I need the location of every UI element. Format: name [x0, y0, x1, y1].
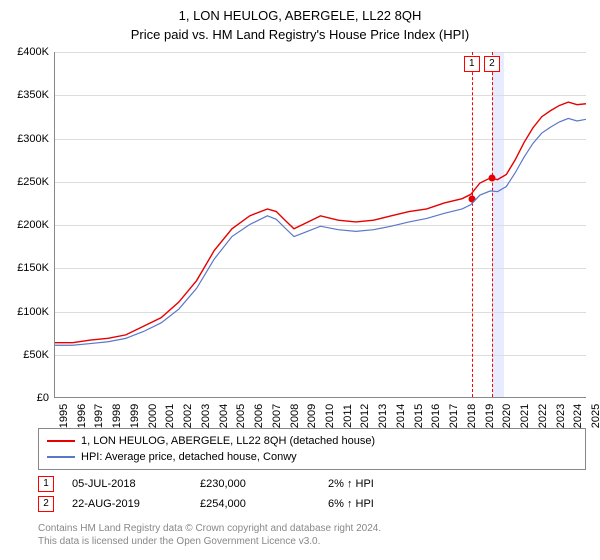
series-line-hpi [55, 118, 586, 345]
y-tick-label: £150K [17, 262, 55, 274]
x-tick-label: 2001 [161, 404, 176, 428]
footer: Contains HM Land Registry data © Crown c… [38, 522, 586, 548]
x-tick-label: 2012 [356, 404, 371, 428]
x-tick-label: 2023 [552, 404, 567, 428]
transaction-num-box: 1 [38, 476, 54, 492]
y-tick-label: £300K [17, 133, 55, 145]
x-tick-label: 2020 [498, 404, 513, 428]
transaction-price: £230,000 [200, 478, 310, 490]
y-tick-label: £0 [37, 392, 55, 404]
transaction-price: £254,000 [200, 498, 310, 510]
x-tick-label: 2005 [232, 404, 247, 428]
plot-area: £0£50K£100K£150K£200K£250K£300K£350K£400… [54, 52, 586, 398]
footer-line: This data is licensed under the Open Gov… [38, 535, 586, 548]
transaction-diff: 6% ↑ HPI [328, 498, 374, 510]
legend-row: 1, LON HEULOG, ABERGELE, LL22 8QH (detac… [47, 433, 577, 449]
x-tick-label: 2000 [144, 404, 159, 428]
x-tick-label: 1999 [126, 404, 141, 428]
y-tick-label: £250K [17, 176, 55, 188]
legend-swatch-property [47, 440, 75, 442]
y-tick-label: £50K [23, 349, 55, 361]
x-tick-label: 2014 [392, 404, 407, 428]
x-tick-label: 2016 [427, 404, 442, 428]
y-tick-label: £350K [17, 89, 55, 101]
x-tick-label: 2025 [587, 404, 600, 428]
transactions-table: 1 05-JUL-2018 £230,000 2% ↑ HPI 2 22-AUG-2019… [38, 474, 586, 514]
transaction-row: 2 22-AUG-2019 £254,000 6% ↑ HPI [38, 494, 586, 514]
x-tick-label: 2013 [374, 404, 389, 428]
x-tick-label: 1995 [55, 404, 70, 428]
x-tick-label: 2006 [250, 404, 265, 428]
x-tick-label: 2007 [268, 404, 283, 428]
legend-label: HPI: Average price, detached house, Conw… [81, 451, 297, 463]
chart-title: 1, LON HEULOG, ABERGELE, LL22 8QH [0, 0, 600, 23]
transaction-row: 1 05-JUL-2018 £230,000 2% ↑ HPI [38, 474, 586, 494]
legend-swatch-hpi [47, 456, 75, 458]
x-tick-label: 2010 [321, 404, 336, 428]
chart-area: £0£50K£100K£150K£200K£250K£300K£350K£400… [54, 52, 586, 422]
transaction-diff: 2% ↑ HPI [328, 478, 374, 490]
transaction-date: 22-AUG-2019 [72, 498, 182, 510]
x-tick-label: 2019 [481, 404, 496, 428]
x-tick-label: 2021 [516, 404, 531, 428]
transaction-num-box: 2 [38, 496, 54, 512]
y-tick-label: £400K [17, 46, 55, 58]
chart-subtitle: Price paid vs. HM Land Registry's House … [0, 23, 600, 42]
legend-label: 1, LON HEULOG, ABERGELE, LL22 8QH (detac… [81, 435, 375, 447]
x-tick-label: 2003 [197, 404, 212, 428]
y-tick-label: £100K [17, 306, 55, 318]
x-tick-label: 2022 [534, 404, 549, 428]
x-tick-label: 2008 [286, 404, 301, 428]
x-tick-label: 1997 [90, 404, 105, 428]
x-tick-label: 1996 [73, 404, 88, 428]
legend: 1, LON HEULOG, ABERGELE, LL22 8QH (detac… [38, 428, 586, 470]
y-tick-label: £200K [17, 219, 55, 231]
x-tick-label: 2002 [179, 404, 194, 428]
x-tick-label: 2017 [445, 404, 460, 428]
x-tick-label: 2009 [303, 404, 318, 428]
transaction-date: 05-JUL-2018 [72, 478, 182, 490]
x-tick-label: 2018 [463, 404, 478, 428]
x-tick-label: 1998 [108, 404, 123, 428]
x-tick-label: 2024 [569, 404, 584, 428]
x-tick-label: 2015 [410, 404, 425, 428]
legend-row: HPI: Average price, detached house, Conw… [47, 449, 577, 465]
series-line-property [55, 102, 586, 343]
x-tick-label: 2011 [339, 404, 354, 428]
footer-line: Contains HM Land Registry data © Crown c… [38, 522, 586, 535]
x-tick-label: 2004 [215, 404, 230, 428]
